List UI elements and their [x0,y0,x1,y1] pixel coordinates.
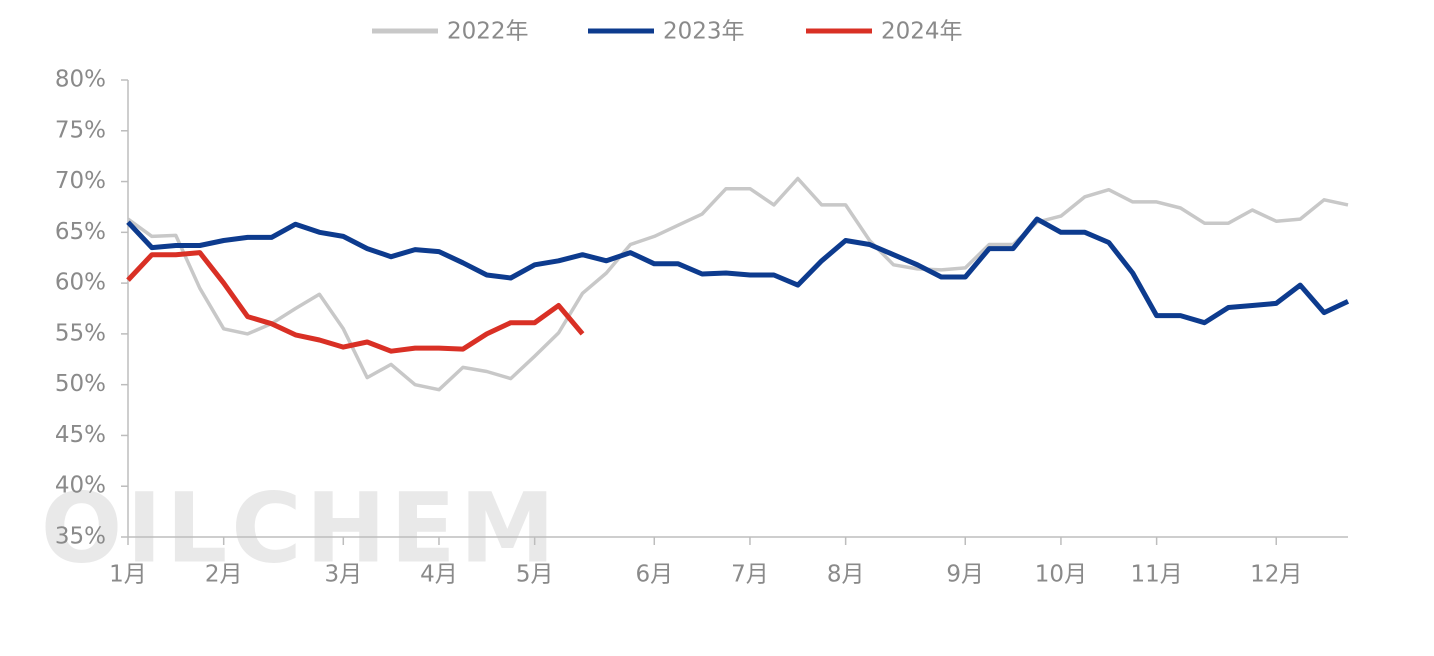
x-tick-label: 7月 [731,562,769,588]
x-tick-label: 6月 [635,562,673,588]
y-tick-label: 60% [55,270,106,296]
x-tick-label: 12月 [1250,562,1302,588]
x-tick-label: 5月 [516,562,554,588]
x-tick-label: 8月 [827,562,865,588]
y-tick-label: 35% [55,524,106,550]
legend-label: 2024年 [881,19,963,45]
y-tick-label: 55% [55,320,106,346]
x-tick-label: 3月 [324,562,362,588]
y-tick-label: 40% [55,473,106,499]
series-line [126,216,1350,326]
y-tick-label: 45% [55,422,106,448]
series-line [126,250,585,354]
y-tick-label: 75% [55,117,106,143]
x-tick-label: 10月 [1035,562,1087,588]
y-tick-label: 50% [55,371,106,397]
y-tick-label: 80% [55,67,106,93]
legend-label: 2023年 [663,19,745,45]
y-tick-label: 70% [55,168,106,194]
x-tick-label: 9月 [946,562,984,588]
legend-label: 2022年 [447,19,529,45]
watermark: OILCHEM [41,472,559,584]
x-tick-label: 1月 [109,562,147,588]
x-tick-label: 4月 [420,562,458,588]
x-tick-label: 11月 [1130,562,1182,588]
series-line [126,176,1349,392]
x-tick-label: 2月 [205,562,243,588]
y-tick-label: 65% [55,219,106,245]
